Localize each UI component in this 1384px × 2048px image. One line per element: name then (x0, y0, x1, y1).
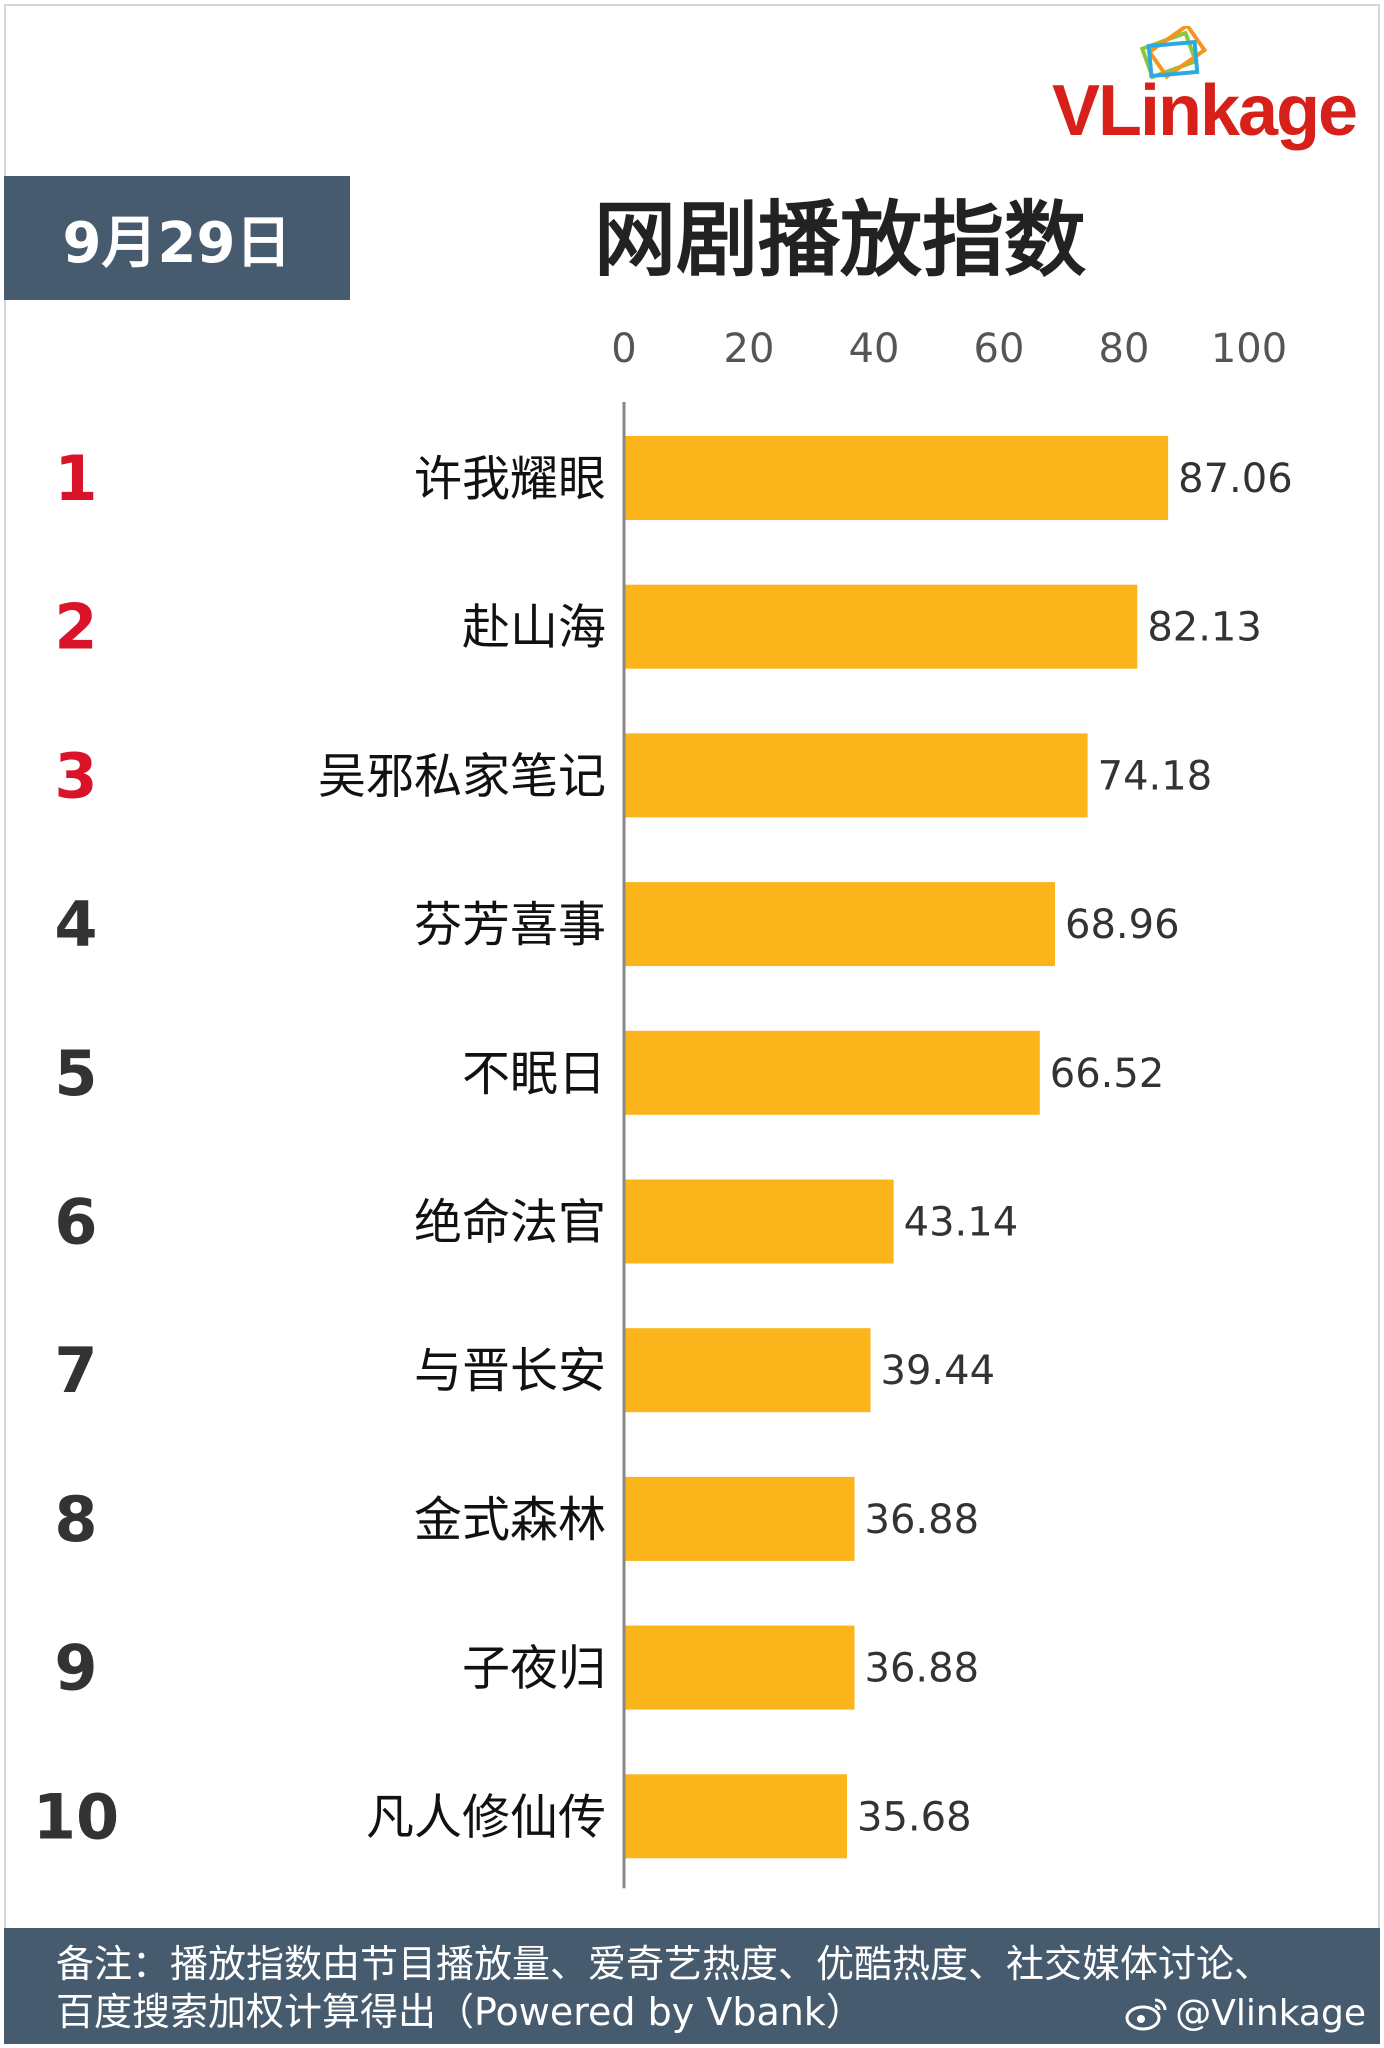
rank-label-7: 7 (54, 1334, 97, 1407)
value-label-10: 35.68 (857, 1794, 972, 1840)
category-label-3: 吴邪私家笔记 (318, 748, 606, 804)
x-tick-label-3: 60 (974, 326, 1025, 372)
category-label-4: 芬芳喜事 (414, 897, 606, 953)
value-label-2: 82.13 (1147, 605, 1262, 651)
value-label-6: 43.14 (904, 1200, 1019, 1246)
chart-title: 网剧播放指数 (593, 193, 1086, 288)
value-label-8: 36.88 (865, 1497, 980, 1543)
weibo-icon (1125, 1998, 1167, 2030)
category-label-10: 凡人修仙传 (366, 1789, 606, 1845)
x-tick-label-4: 80 (1099, 326, 1150, 372)
handle-text: @Vlinkage (1175, 1993, 1366, 2034)
category-label-2: 赴山海 (462, 600, 606, 656)
category-label-9: 子夜归 (462, 1641, 606, 1697)
value-label-7: 39.44 (881, 1348, 996, 1394)
footer-handle: @Vlinkage (1125, 1993, 1366, 2034)
bar-3 (625, 733, 1088, 818)
category-label-8: 金式森林 (414, 1492, 606, 1548)
x-tick-label-1: 20 (724, 326, 775, 372)
category-label-7: 与晋长安 (414, 1343, 606, 1399)
value-label-1: 87.06 (1178, 456, 1293, 502)
bar-1 (625, 436, 1169, 520)
bar-9 (625, 1625, 855, 1710)
rank-label-6: 6 (54, 1186, 97, 1259)
bar-6 (625, 1179, 894, 1264)
value-label-3: 74.18 (1098, 753, 1213, 799)
x-tick-label-0: 0 (611, 326, 636, 372)
rank-label-9: 9 (54, 1632, 97, 1705)
vlinkage-logo: VLinkage (1052, 26, 1372, 151)
category-label-1: 许我耀眼 (414, 451, 606, 507)
bar-8 (625, 1476, 855, 1561)
value-label-9: 36.88 (865, 1646, 980, 1692)
x-tick-label-5: 100 (1211, 326, 1287, 372)
rank-label-2: 2 (54, 591, 97, 664)
rank-label-5: 5 (54, 1037, 97, 1110)
bar-2 (625, 584, 1138, 669)
value-label-5: 66.52 (1050, 1051, 1165, 1097)
bar-4 (625, 882, 1055, 967)
footer-note: 备注：播放指数由节目播放量、爱奇艺热度、优酷热度、社交媒体讨论、百度搜索加权计算… (56, 1942, 1273, 2034)
footer: 备注：播放指数由节目播放量、爱奇艺热度、优酷热度、社交媒体讨论、百度搜索加权计算… (4, 1928, 1380, 2044)
rank-label-4: 4 (54, 888, 97, 961)
bar-7 (625, 1328, 871, 1413)
category-label-6: 绝命法官 (414, 1195, 606, 1251)
logo-text: VLinkage (1052, 71, 1358, 151)
rank-label-8: 8 (54, 1483, 97, 1556)
rank-label-3: 3 (54, 739, 97, 812)
logo-mark-icon (1139, 26, 1208, 80)
value-label-4: 68.96 (1065, 902, 1180, 948)
x-tick-label-2: 40 (849, 326, 900, 372)
date-badge: 9月29日 (4, 176, 350, 300)
rank-label-1: 1 (54, 442, 97, 515)
bar-10 (625, 1774, 847, 1859)
category-label-5: 不眠日 (462, 1046, 606, 1102)
rank-label-10: 10 (33, 1780, 119, 1853)
bar-5 (625, 1030, 1040, 1115)
